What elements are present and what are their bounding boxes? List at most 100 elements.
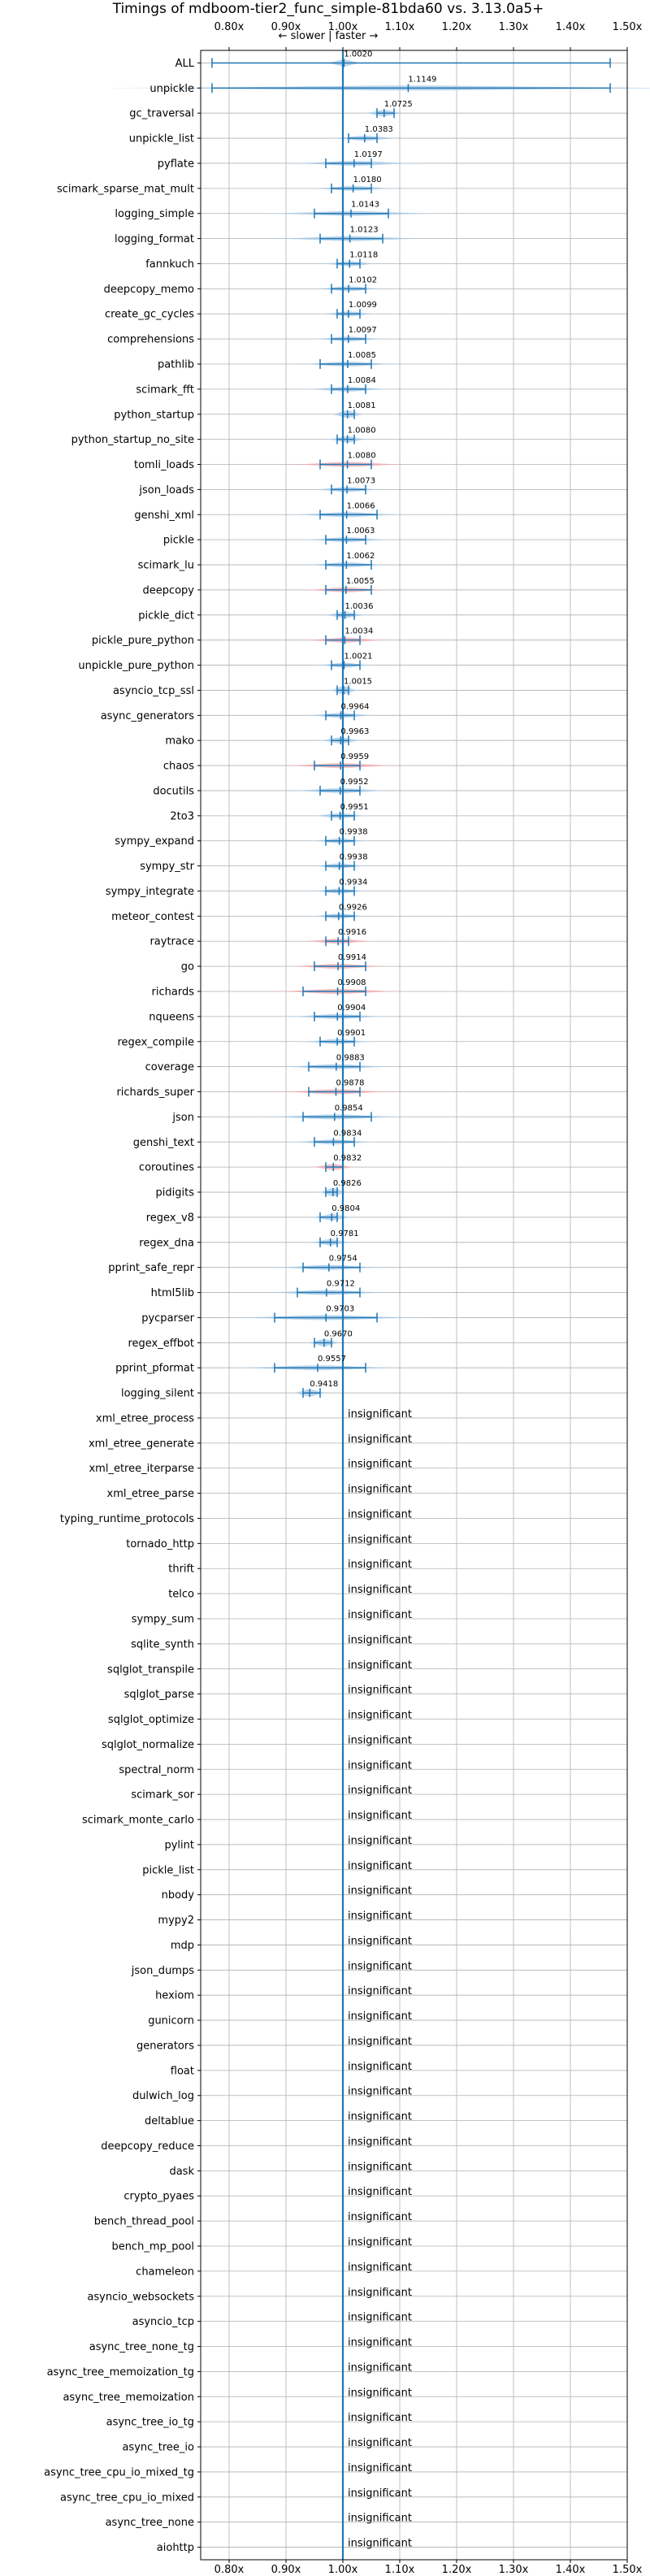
insignificant-label: insignificant xyxy=(348,2186,412,2198)
value-label: 1.0102 xyxy=(349,275,377,284)
value-label: 0.9934 xyxy=(339,878,367,887)
benchmark-label: regex_effbot xyxy=(128,1338,194,1350)
benchmark-label: json_loads xyxy=(138,484,194,497)
benchmark-label: pprint_pformat xyxy=(115,1363,194,1375)
benchmark-label: richards_super xyxy=(116,1086,194,1099)
benchmark-label: telco xyxy=(168,1589,194,1601)
value-label: 1.0143 xyxy=(351,201,379,210)
benchmark-label: scimark_monte_carlo xyxy=(82,1815,194,1827)
insignificant-label: insignificant xyxy=(348,1885,412,1897)
insignificant-label: insignificant xyxy=(348,2337,412,2349)
benchmark-label: async_tree_memoization xyxy=(63,2392,194,2404)
insignificant-label: insignificant xyxy=(348,2538,412,2550)
insignificant-label: insignificant xyxy=(348,1710,412,1722)
benchmark-label: scimark_lu xyxy=(138,560,194,572)
benchmark-label: sqlglot_transpile xyxy=(107,1663,194,1676)
insignificant-label: insignificant xyxy=(348,2211,412,2223)
benchmark-label: asyncio_tcp xyxy=(132,2316,194,2328)
value-label: 0.9951 xyxy=(340,803,369,812)
benchmark-label: async_tree_cpu_io_mixed xyxy=(60,2491,194,2504)
benchmark-label: logging_simple xyxy=(115,208,194,220)
benchmark-label: pprint_safe_repr xyxy=(108,1262,194,1274)
benchmark-label: bench_thread_pool xyxy=(94,2216,194,2228)
benchmark-label: sympy_integrate xyxy=(106,886,194,898)
insignificant-label: insignificant xyxy=(348,1860,412,1872)
value-label: 0.9703 xyxy=(326,1304,354,1313)
benchmark-label: regex_v8 xyxy=(146,1212,194,1224)
x-tick-label-bottom: 1.20x xyxy=(442,2564,472,2576)
benchmark-label: python_startup xyxy=(114,409,194,421)
tick-layer: 0.80x 0.80x 0.90x 0.90x 1.00x 1.00x 1.10x 1.10x… xyxy=(44,21,642,2576)
insignificant-label: insignificant xyxy=(348,2061,412,2073)
value-label: 0.9916 xyxy=(338,928,366,937)
insignificant-label: insignificant xyxy=(348,2136,412,2148)
x-tick-label-bottom: 1.40x xyxy=(556,2564,586,2576)
benchmark-label: unpickle_pure_python xyxy=(78,660,194,672)
benchmark-label: mako xyxy=(165,735,194,748)
value-label: 0.9834 xyxy=(333,1129,362,1138)
insignificant-label: insignificant xyxy=(348,2236,412,2249)
direction-label: ← slower | faster → xyxy=(279,30,379,42)
value-label: 0.9754 xyxy=(329,1255,358,1264)
benchmark-label: ALL xyxy=(176,58,195,70)
insignificant-label: insignificant xyxy=(348,2462,412,2474)
benchmark-label: sympy_sum xyxy=(132,1614,194,1626)
value-label: 1.0080 xyxy=(348,427,376,436)
value-label: 0.9914 xyxy=(338,953,366,962)
insignificant-label: insignificant xyxy=(348,2036,412,2048)
benchmark-label: 2to3 xyxy=(170,810,194,822)
whisker-layer xyxy=(211,58,611,1399)
benchmark-label: float xyxy=(171,2065,194,2077)
insignificant-label: insignificant xyxy=(348,2262,412,2274)
value-label: 1.0197 xyxy=(354,150,383,159)
benchmark-label: deltablue xyxy=(145,2115,194,2127)
benchmark-label: sqlglot_normalize xyxy=(102,1739,194,1751)
value-label: 0.9712 xyxy=(327,1280,355,1289)
value-label: 1.0180 xyxy=(353,176,382,184)
insignificant-label: insignificant xyxy=(348,1433,412,1446)
benchmark-label: create_gc_cycles xyxy=(105,309,194,321)
insignificant-label: insignificant xyxy=(348,2513,412,2525)
benchmark-label: sympy_str xyxy=(140,861,194,873)
benchmark-label: pyflate xyxy=(158,158,194,170)
benchmark-label: scimark_sparse_mat_mult xyxy=(57,183,194,195)
benchmark-label: coverage xyxy=(145,1061,194,1073)
insignificant-label: insignificant xyxy=(348,1985,412,1997)
insignificant-label: insignificant xyxy=(348,2387,412,2399)
benchmark-label: scimark_sor xyxy=(131,1789,194,1802)
benchmark-label: mypy2 xyxy=(158,1915,194,1927)
value-label: 0.9938 xyxy=(340,828,368,837)
value-label: 0.9938 xyxy=(340,853,368,862)
benchmark-label: pidigits xyxy=(156,1187,195,1199)
benchmark-label: genshi_text xyxy=(133,1137,194,1149)
plot-frame xyxy=(200,50,628,2561)
x-tick-label-bottom: 1.30x xyxy=(499,2564,529,2576)
value-label: 0.9418 xyxy=(310,1380,338,1389)
insignificant-label: insignificant xyxy=(348,1559,412,1571)
insignificant-label: insignificant xyxy=(348,1459,412,1471)
value-label: 0.9908 xyxy=(338,978,366,987)
benchmark-label: nqueens xyxy=(149,1011,194,1023)
benchmark-label: coroutines xyxy=(139,1162,194,1174)
benchmark-label: spectral_norm xyxy=(119,1764,194,1776)
benchmark-label: mdp xyxy=(171,1940,194,1952)
x-tick-label-top: 1.50x xyxy=(613,21,643,33)
benchmark-label: sqlglot_optimize xyxy=(108,1714,194,1726)
value-label: 0.9854 xyxy=(335,1104,363,1112)
benchmark-label: deepcopy xyxy=(142,584,194,596)
insignificant-label: insignificant xyxy=(348,2111,412,2123)
benchmark-label: python_startup_no_site xyxy=(72,434,194,446)
value-label: 1.0055 xyxy=(346,577,375,586)
insignificant-label: insignificant xyxy=(348,1910,412,1923)
value-label: 1.0383 xyxy=(365,125,393,134)
value-label: 1.0084 xyxy=(348,376,376,385)
benchmark-label: deepcopy_memo xyxy=(104,284,194,296)
benchmark-label: unpickle xyxy=(150,83,194,95)
x-tick-label-bottom: 1.00x xyxy=(328,2564,358,2576)
benchmark-label: xml_etree_parse xyxy=(107,1488,194,1500)
benchmark-label: pickle_pure_python xyxy=(92,635,194,647)
insignificant-label: insignificant xyxy=(348,1484,412,1496)
insignificant-label: insignificant xyxy=(348,1685,412,1697)
value-label: 0.9832 xyxy=(333,1154,362,1163)
benchmark-label: generators xyxy=(136,2040,194,2052)
